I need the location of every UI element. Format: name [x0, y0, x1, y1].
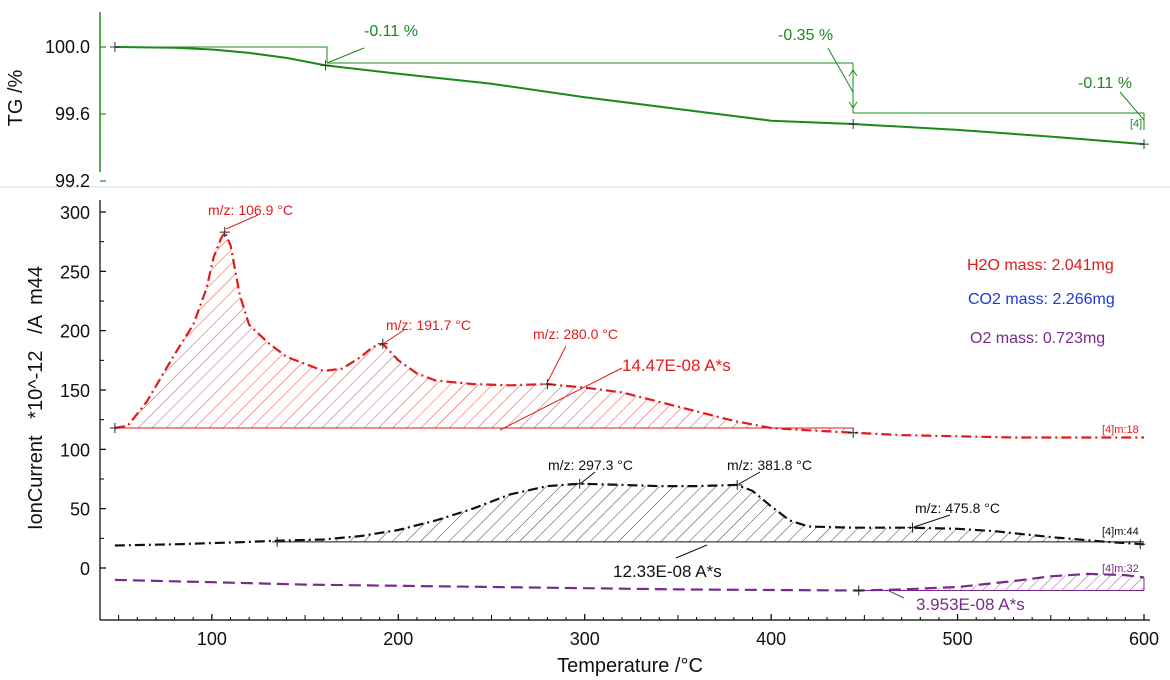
peak-label-191: m/z: 191.7 °C — [386, 317, 471, 333]
tg-step-label-3: -0.11 % — [1078, 75, 1132, 92]
peak-marker — [848, 427, 859, 438]
tg-marker — [1139, 139, 1149, 150]
ms-xtick-label: 100 — [197, 629, 227, 649]
peak-marker — [272, 536, 283, 547]
tg-y-ticks: 100.0 99.6 99.2 — [45, 37, 106, 191]
peak-marker — [219, 227, 230, 238]
tg-marker — [109, 42, 120, 52]
peak-marker — [732, 479, 743, 490]
ms-peak-markers — [109, 227, 1146, 596]
peak-marker — [574, 478, 585, 489]
tg-step-label-2: -0.35 % — [778, 27, 833, 44]
ms-ytick-label: 0 — [80, 559, 90, 579]
mass-co2: CO2 mass: 2.266mg — [968, 291, 1115, 308]
ms-ytick-label: 250 — [60, 262, 90, 282]
tg-tag: [4] — [1130, 118, 1142, 130]
ms-xtick-label: 200 — [383, 629, 413, 649]
series-tag-m44: [4]m:44 — [1102, 526, 1139, 538]
ms-xtick-label: 300 — [570, 629, 600, 649]
ms-ytick-label: 50 — [70, 500, 90, 520]
ms-y-ticks: 300 250 200 150 100 50 0 — [60, 203, 106, 579]
ms-xtick-label: 600 — [1129, 629, 1159, 649]
series-line-o2 — [114, 572, 1145, 592]
leader-lines — [225, 214, 951, 599]
peak-marker — [542, 379, 553, 390]
area-label-co2: 12.33E-08 A*s — [613, 562, 722, 581]
mass-o2: O2 mass: 0.723mg — [970, 330, 1105, 347]
area-label-o2: 3.953E-08 A*s — [916, 595, 1025, 614]
peak-label-106: m/z: 106.9 °C — [208, 202, 293, 218]
hatched-area-co2 — [277, 483, 1145, 545]
tg-ytick-label: 99.2 — [55, 171, 90, 191]
mass-h2o: H2O mass: 2.041mg — [967, 257, 1114, 274]
tg-panel: 100.0 99.6 99.2 TG /% -0.11 % -0.35 % -0.1… — [5, 12, 1149, 191]
hatched-area-h2o — [114, 232, 854, 433]
series-tag-m32: [4]m:32 — [1102, 563, 1139, 575]
ms-ytick-label: 300 — [60, 203, 90, 223]
peak-label-475: m/z: 475.8 °C — [915, 500, 1000, 516]
ms-series-lines — [114, 229, 1145, 592]
tg-double-arrow — [848, 69, 858, 109]
tg-markers — [109, 42, 1149, 150]
peak-marker — [907, 522, 918, 533]
peak-label-280: m/z: 280.0 °C — [533, 326, 618, 342]
ms-y-axis-label: IonCurrent *10^-12 /A m44 — [25, 266, 47, 530]
peak-label-381: m/z: 381.8 °C — [727, 457, 812, 473]
integration-baselines — [114, 427, 1145, 592]
ms-x-ticks: 100 200 300 400 500 600 — [118, 614, 1159, 649]
tg-curve — [114, 46, 1145, 146]
peak-marker — [109, 422, 120, 433]
ms-ytick-label: 200 — [60, 322, 90, 342]
peak-marker — [377, 338, 388, 349]
ms-x-axis-label: Temperature /°C — [557, 655, 703, 677]
area-label-h2o: 14.47E-08 A*s — [622, 356, 731, 375]
hatched-areas — [114, 232, 1145, 591]
ms-ytick-label: 150 — [60, 381, 90, 401]
ms-xtick-label: 400 — [756, 629, 786, 649]
hatched-area-o2 — [858, 573, 1144, 591]
tg-marker — [848, 119, 859, 130]
tg-ytick-label: 100.0 — [45, 37, 90, 57]
tg-y-axis-label: TG /% — [5, 69, 27, 126]
tg-ytick-label: 99.6 — [55, 104, 90, 124]
peak-marker — [1135, 539, 1146, 550]
tg-step-lines — [118, 46, 1145, 130]
ms-ytick-label: 100 — [60, 440, 90, 460]
peak-marker — [853, 585, 864, 596]
peak-label-297: m/z: 297.3 °C — [548, 457, 633, 473]
tg-marker — [320, 60, 331, 71]
ms-xtick-label: 500 — [943, 629, 973, 649]
tg-step-label-1: -0.11 % — [364, 23, 418, 40]
series-line-h2o — [114, 229, 1144, 439]
series-line-co2 — [114, 482, 1145, 547]
series-tag-m18: [4]m:18 — [1102, 424, 1139, 436]
